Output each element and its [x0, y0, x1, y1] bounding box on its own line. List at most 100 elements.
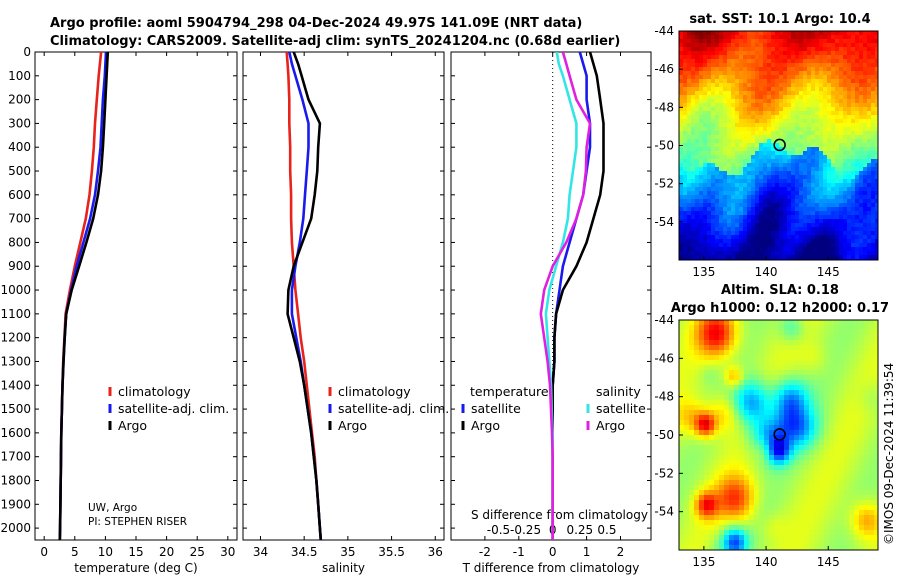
map-cell	[787, 167, 792, 172]
map-cell	[731, 251, 736, 256]
map-cell	[859, 325, 865, 331]
map-cell	[775, 227, 780, 232]
map-cell	[811, 147, 816, 152]
map-cell	[707, 43, 712, 48]
map-cell	[744, 435, 750, 441]
map-cell	[734, 350, 740, 356]
map-cell	[779, 215, 784, 220]
map-cell	[824, 365, 830, 371]
map-cell	[731, 239, 736, 244]
map-cell	[735, 179, 740, 184]
map-cell	[735, 255, 740, 260]
map-cell	[799, 505, 805, 511]
map-cell	[759, 330, 765, 336]
map-cell	[855, 131, 860, 136]
map-cell	[699, 425, 705, 431]
map-cell	[709, 450, 715, 456]
map-cell	[807, 239, 812, 244]
map-cell	[875, 219, 878, 224]
map-cell	[769, 405, 775, 411]
map-cell	[799, 535, 805, 541]
map-cell	[839, 385, 845, 391]
map-cell	[699, 410, 705, 416]
map-cell	[749, 360, 755, 366]
map-cell	[684, 515, 690, 521]
map-cell	[759, 111, 764, 116]
map-cell	[755, 183, 760, 188]
map-cell	[843, 251, 848, 256]
map-cell	[695, 79, 700, 84]
map-cell	[871, 115, 876, 120]
map-cell	[799, 115, 804, 120]
map-cell	[755, 191, 760, 196]
map-cell	[824, 415, 830, 421]
map-cell	[815, 63, 820, 68]
map-cell	[835, 159, 840, 164]
map-cell	[771, 59, 776, 64]
map-cell	[755, 55, 760, 60]
map-cell	[709, 510, 715, 516]
map-cell	[819, 405, 825, 411]
map-cell	[689, 545, 695, 550]
map-cell	[803, 95, 808, 100]
map-cell	[834, 430, 840, 436]
map-cell	[783, 107, 788, 112]
map-cell	[679, 330, 685, 336]
map-cell	[791, 171, 796, 176]
map-cell	[695, 51, 700, 56]
map-cell	[739, 47, 744, 52]
map-cell	[699, 440, 705, 446]
map-cell	[855, 255, 860, 260]
map-cell	[711, 43, 716, 48]
map-cell	[827, 43, 832, 48]
map-cell	[799, 43, 804, 48]
map-cell	[719, 390, 725, 396]
map-cell	[711, 167, 716, 172]
map-cell	[751, 183, 756, 188]
map-cell	[855, 151, 860, 156]
map-cell	[829, 320, 835, 326]
map-cell	[815, 191, 820, 196]
map-cell	[784, 330, 790, 336]
map-cell	[743, 99, 748, 104]
map-cell	[715, 195, 720, 200]
map-cell	[764, 480, 770, 486]
map-cell	[759, 460, 765, 466]
map-cell	[759, 51, 764, 56]
map-cell	[803, 243, 808, 248]
map-cell	[859, 91, 864, 96]
map-cell	[687, 187, 692, 192]
map-cell	[851, 71, 856, 76]
map-cell	[799, 211, 804, 216]
map-cell	[714, 330, 720, 336]
map-cell	[851, 55, 856, 60]
map-cell	[679, 365, 685, 371]
map-cell	[819, 103, 824, 108]
legend-label: Argo	[338, 418, 367, 433]
map-cell	[829, 335, 835, 341]
map-cell	[683, 59, 688, 64]
map-cell	[707, 143, 712, 148]
map-cell	[739, 43, 744, 48]
map-cell	[715, 135, 720, 140]
map-cell	[874, 400, 878, 406]
map-cell	[743, 39, 748, 44]
map-cell	[749, 460, 755, 466]
map-cell	[771, 111, 776, 116]
map-cell	[731, 103, 736, 108]
map-cell	[755, 139, 760, 144]
map-cell	[795, 203, 800, 208]
map-cell	[859, 465, 865, 471]
map-cell	[759, 87, 764, 92]
map-cell	[799, 151, 804, 156]
map-cell	[683, 211, 688, 216]
map-cell	[683, 63, 688, 68]
map-cell	[747, 235, 752, 240]
map-cell	[799, 107, 804, 112]
map-cell	[803, 179, 808, 184]
map-cell	[699, 385, 705, 391]
map-cell	[815, 59, 820, 64]
map-cell	[699, 59, 704, 64]
map-cell	[835, 107, 840, 112]
map-cell	[695, 223, 700, 228]
